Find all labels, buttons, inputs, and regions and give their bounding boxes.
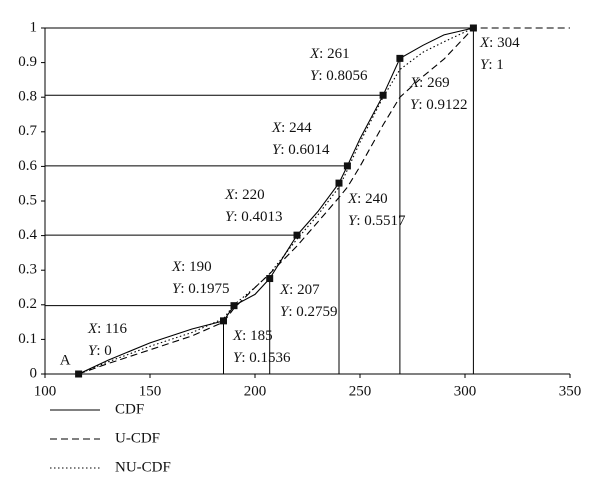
y-tick-label: 0.9: [18, 54, 37, 70]
x-tick-label: 100: [34, 383, 57, 399]
series-line: [78, 27, 570, 375]
y-tick-label: 0.8: [18, 89, 37, 105]
point-label: A: [60, 352, 71, 368]
point-marker: [266, 275, 274, 283]
legend-label: U-CDF: [115, 430, 160, 446]
annotation-label: Y: 0.1975: [172, 281, 230, 297]
annotation-label: Y: 0.2759: [280, 304, 338, 320]
point-marker: [220, 317, 227, 325]
annotation-label: Y: 1: [480, 57, 504, 73]
annotation-label: X: 185: [232, 328, 273, 344]
point-marker: [75, 370, 83, 378]
annotation-label: Y: 0.9122: [410, 97, 468, 113]
x-tick-label: 150: [139, 383, 162, 399]
point-marker: [230, 302, 238, 310]
legend-label: NU-CDF: [115, 459, 171, 475]
y-tick-label: 0.7: [18, 123, 37, 139]
y-tick-label: 0.4: [18, 227, 37, 243]
annotation-label: Y: 0.6014: [272, 142, 330, 158]
point-marker: [469, 24, 477, 32]
point-marker: [343, 162, 351, 170]
y-tick-label: 1: [30, 19, 38, 35]
annotation-label: X: 190: [171, 259, 212, 275]
x-tick-label: 300: [454, 383, 477, 399]
point-marker: [379, 91, 387, 99]
annotation-label: Y: 0.1536: [233, 350, 291, 366]
annotation-label: X: 304: [479, 35, 520, 51]
y-tick-label: 0.1: [18, 331, 37, 347]
series-line: [78, 27, 474, 375]
annotation-label: Y: 0.5517: [348, 213, 406, 229]
y-tick-label: 0: [30, 365, 38, 381]
y-tick-label: 0.2: [18, 296, 37, 312]
annotation-label: X: 220: [224, 187, 265, 203]
y-tick-label: 0.3: [18, 262, 37, 278]
x-tick-label: 200: [244, 383, 267, 399]
annotation-label: Y: 0.4013: [225, 209, 283, 225]
x-tick-label: 350: [559, 383, 582, 399]
annotation-label: X: 261: [309, 46, 350, 62]
annotation-label: Y: 0: [88, 343, 112, 359]
point-marker: [335, 179, 343, 187]
annotation-label: Y: 0.8056: [310, 68, 368, 84]
annotation-label: X: 240: [347, 191, 388, 207]
annotation-label: X: 207: [279, 282, 320, 298]
annotation-label: X: 116: [87, 321, 128, 337]
annotation-label: X: 244: [271, 120, 312, 136]
annotation-label: X: 269: [409, 75, 450, 91]
point-marker: [396, 54, 404, 62]
point-marker: [293, 231, 301, 239]
x-tick-label: 250: [349, 383, 372, 399]
series-line: [78, 27, 474, 375]
legend-label: CDF: [115, 401, 144, 417]
y-tick-label: 0.5: [18, 192, 37, 208]
y-tick-label: 0.6: [18, 158, 37, 174]
